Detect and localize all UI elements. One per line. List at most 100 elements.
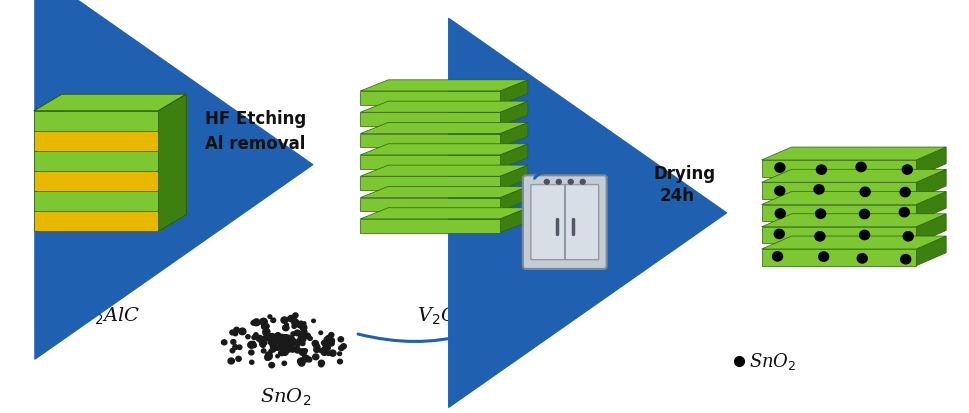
Circle shape [287,335,291,339]
Circle shape [898,207,908,217]
Circle shape [312,354,319,360]
Circle shape [277,336,284,343]
Polygon shape [34,111,158,131]
Circle shape [286,349,290,352]
Polygon shape [34,94,186,111]
Circle shape [256,335,263,342]
Circle shape [289,336,294,341]
Circle shape [282,325,289,331]
Circle shape [290,337,294,342]
Circle shape [281,335,288,341]
FancyBboxPatch shape [530,185,598,260]
Circle shape [265,324,268,328]
Polygon shape [360,133,499,147]
Polygon shape [360,176,499,190]
Circle shape [288,316,293,321]
Polygon shape [499,186,527,211]
Circle shape [247,342,255,348]
Circle shape [273,340,276,343]
Polygon shape [360,144,527,155]
Polygon shape [499,80,527,105]
Circle shape [271,348,275,352]
Circle shape [268,363,274,368]
Circle shape [277,344,284,349]
Polygon shape [499,101,527,126]
Text: V$_2$AlC: V$_2$AlC [79,306,141,327]
Circle shape [319,362,324,367]
Circle shape [267,337,272,342]
Polygon shape [761,236,945,249]
Circle shape [302,330,306,334]
Circle shape [234,332,237,336]
Circle shape [859,230,868,240]
Text: SnO$_2$: SnO$_2$ [260,386,311,408]
Polygon shape [499,208,527,233]
Circle shape [279,334,285,339]
Polygon shape [499,123,527,147]
Circle shape [328,340,334,346]
Circle shape [288,342,292,345]
Circle shape [297,337,303,343]
Polygon shape [360,186,527,197]
Circle shape [328,337,334,344]
Circle shape [253,319,260,326]
Circle shape [314,347,318,350]
Circle shape [274,334,281,340]
Circle shape [275,332,280,338]
Polygon shape [499,144,527,169]
Circle shape [307,337,312,340]
Polygon shape [916,192,945,221]
Circle shape [283,343,288,348]
Polygon shape [360,91,499,105]
Circle shape [269,343,274,347]
Circle shape [285,337,292,343]
Circle shape [282,337,286,340]
Circle shape [231,339,235,344]
Circle shape [322,347,327,351]
Circle shape [306,357,311,362]
Circle shape [294,330,300,336]
Circle shape [252,344,256,348]
Circle shape [271,337,278,343]
Circle shape [338,346,344,351]
Circle shape [324,344,330,351]
FancyBboxPatch shape [522,175,606,269]
Circle shape [230,349,234,353]
Circle shape [579,180,584,184]
Circle shape [328,332,333,337]
Circle shape [293,313,297,318]
Circle shape [234,327,239,332]
Circle shape [297,338,302,342]
Circle shape [245,335,250,339]
Text: 24h: 24h [659,188,694,205]
Circle shape [815,209,825,218]
Circle shape [321,349,326,353]
Polygon shape [499,165,527,190]
Circle shape [773,229,783,239]
Circle shape [263,328,269,335]
Polygon shape [158,94,186,231]
Circle shape [311,319,315,323]
Circle shape [284,323,288,327]
Polygon shape [761,227,916,243]
Circle shape [260,342,266,347]
Polygon shape [360,155,499,169]
Polygon shape [360,208,527,219]
Circle shape [263,330,269,336]
Circle shape [326,335,330,340]
Circle shape [298,331,303,336]
Polygon shape [360,165,527,176]
Circle shape [254,333,258,337]
Circle shape [281,317,288,323]
Circle shape [267,339,274,345]
Circle shape [270,318,275,323]
Circle shape [774,186,784,195]
Circle shape [230,330,234,335]
Circle shape [272,341,276,345]
Circle shape [298,360,304,366]
Circle shape [318,360,324,366]
Circle shape [300,337,305,342]
Circle shape [262,323,268,330]
Circle shape [568,180,573,184]
Circle shape [298,321,303,325]
